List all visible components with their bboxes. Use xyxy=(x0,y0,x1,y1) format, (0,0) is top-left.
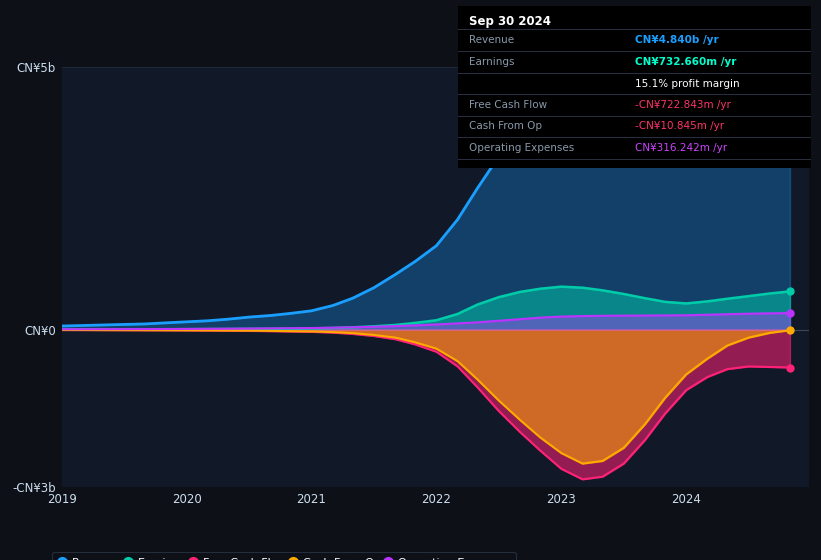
Text: CN¥316.242m /yr: CN¥316.242m /yr xyxy=(635,143,727,153)
Text: -CN¥722.843m /yr: -CN¥722.843m /yr xyxy=(635,100,731,110)
Text: Earnings: Earnings xyxy=(469,57,514,67)
Legend: Revenue, Earnings, Free Cash Flow, Cash From Op, Operating Expenses: Revenue, Earnings, Free Cash Flow, Cash … xyxy=(53,552,516,560)
Text: Operating Expenses: Operating Expenses xyxy=(469,143,574,153)
Text: -CN¥10.845m /yr: -CN¥10.845m /yr xyxy=(635,121,724,131)
Text: CN¥732.660m /yr: CN¥732.660m /yr xyxy=(635,57,736,67)
Text: Sep 30 2024: Sep 30 2024 xyxy=(469,15,551,29)
Text: CN¥4.840b /yr: CN¥4.840b /yr xyxy=(635,35,718,45)
Text: Free Cash Flow: Free Cash Flow xyxy=(469,100,547,110)
Text: Revenue: Revenue xyxy=(469,35,514,45)
Text: Cash From Op: Cash From Op xyxy=(469,121,542,131)
Text: 15.1% profit margin: 15.1% profit margin xyxy=(635,78,739,88)
